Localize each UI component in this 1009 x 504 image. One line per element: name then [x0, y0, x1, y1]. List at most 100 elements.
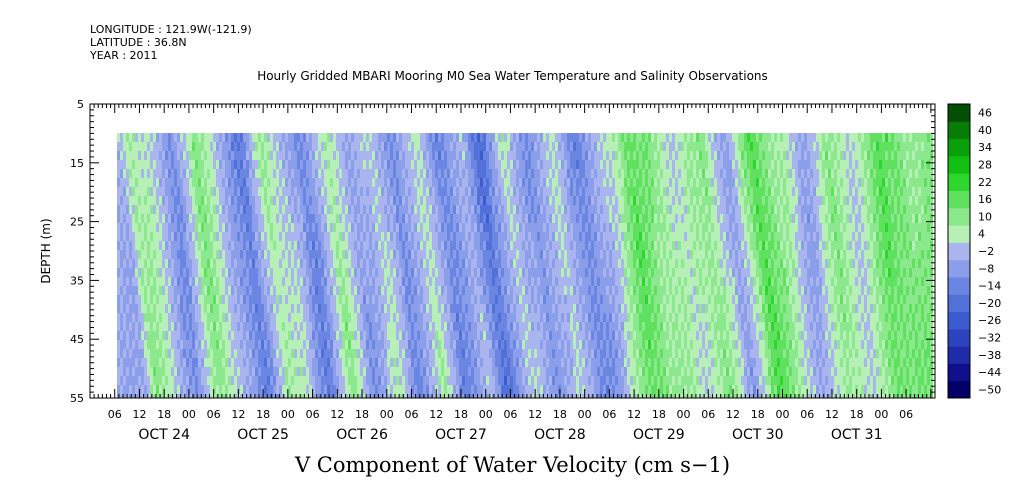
heatmap-cell: [555, 313, 558, 322]
heatmap-cell: [465, 295, 468, 304]
heatmap-cell: [570, 322, 573, 331]
heatmap-cell: [294, 304, 297, 313]
heatmap-cell: [258, 214, 261, 223]
heatmap-cell: [423, 205, 426, 214]
heatmap-cell: [351, 367, 354, 376]
heatmap-cell: [435, 223, 438, 232]
heatmap-cell: [333, 178, 336, 187]
heatmap-cell: [357, 394, 360, 398]
heatmap-cell: [300, 286, 303, 295]
heatmap-cell: [480, 178, 483, 187]
heatmap-cell: [180, 340, 183, 349]
heatmap-cell: [405, 241, 408, 250]
heatmap-cell: [522, 196, 525, 205]
heatmap-cell: [585, 142, 588, 151]
heatmap-cell: [468, 214, 471, 223]
heatmap-cell: [426, 322, 429, 331]
heatmap-cell: [474, 313, 477, 322]
heatmap-cell: [255, 367, 258, 376]
heatmap-cell: [162, 331, 165, 340]
heatmap-cell: [138, 151, 141, 160]
heatmap-cell: [585, 304, 588, 313]
heatmap-cell: [384, 340, 387, 349]
heatmap-cell: [414, 304, 417, 313]
heatmap-cell: [543, 142, 546, 151]
heatmap-cell: [408, 304, 411, 313]
heatmap-cell: [300, 313, 303, 322]
heatmap-cell: [192, 304, 195, 313]
heatmap-cell: [117, 367, 120, 376]
heatmap-cell: [345, 169, 348, 178]
heatmap-cell: [345, 268, 348, 277]
heatmap-cell: [243, 250, 246, 259]
heatmap-cell: [555, 133, 558, 142]
heatmap-cell: [561, 385, 564, 394]
heatmap-cell: [411, 358, 414, 367]
heatmap-cell: [612, 376, 615, 385]
heatmap-cell: [543, 295, 546, 304]
heatmap-cell: [120, 241, 123, 250]
heatmap-cell: [351, 295, 354, 304]
heatmap-cell: [429, 304, 432, 313]
heatmap-cell: [615, 187, 618, 196]
heatmap-cell: [189, 268, 192, 277]
heatmap-cell: [228, 313, 231, 322]
heatmap-cell: [417, 304, 420, 313]
heatmap-cell: [591, 268, 594, 277]
heatmap-cell: [459, 286, 462, 295]
heatmap-cell: [558, 187, 561, 196]
heatmap-cell: [507, 322, 510, 331]
heatmap-cell: [519, 304, 522, 313]
heatmap-cell: [480, 187, 483, 196]
heatmap-cell: [426, 142, 429, 151]
heatmap-cell: [420, 295, 423, 304]
heatmap-cell: [573, 295, 576, 304]
heatmap-cell: [165, 277, 168, 286]
heatmap-cell: [327, 304, 330, 313]
heatmap-cell: [255, 295, 258, 304]
heatmap-cell: [516, 277, 519, 286]
heatmap-cell: [558, 160, 561, 169]
heatmap-cell: [405, 295, 408, 304]
heatmap-cell: [435, 214, 438, 223]
heatmap-cell: [432, 133, 435, 142]
heatmap-cell: [300, 295, 303, 304]
heatmap-cell: [519, 349, 522, 358]
heatmap-cell: [207, 142, 210, 151]
heatmap-cell: [411, 142, 414, 151]
heatmap-cell: [222, 358, 225, 367]
heatmap-cell: [555, 241, 558, 250]
heatmap-cell: [456, 268, 459, 277]
heatmap-cell: [330, 340, 333, 349]
heatmap-cell: [456, 142, 459, 151]
heatmap-cell: [177, 187, 180, 196]
heatmap-cell: [486, 304, 489, 313]
heatmap-cell: [258, 349, 261, 358]
heatmap-cell: [540, 196, 543, 205]
heatmap-cell: [282, 286, 285, 295]
heatmap-cell: [495, 178, 498, 187]
heatmap-cell: [498, 376, 501, 385]
heatmap-cell: [198, 214, 201, 223]
heatmap-cell: [300, 349, 303, 358]
heatmap-cell: [549, 367, 552, 376]
heatmap-cell: [252, 196, 255, 205]
heatmap-cell: [555, 232, 558, 241]
heatmap-cell: [360, 313, 363, 322]
heatmap-cell: [399, 241, 402, 250]
heatmap-cell: [543, 286, 546, 295]
heatmap-cell: [132, 142, 135, 151]
heatmap-cell: [330, 178, 333, 187]
heatmap-cell: [372, 214, 375, 223]
heatmap-cell: [501, 268, 504, 277]
heatmap-cell: [525, 232, 528, 241]
heatmap-cell: [237, 133, 240, 142]
heatmap-cell: [534, 358, 537, 367]
heatmap-cell: [528, 196, 531, 205]
heatmap-cell: [444, 286, 447, 295]
heatmap-cell: [321, 286, 324, 295]
heatmap-cell: [324, 277, 327, 286]
heatmap-cell: [189, 178, 192, 187]
heatmap-cell: [279, 304, 282, 313]
heatmap-cell: [210, 241, 213, 250]
